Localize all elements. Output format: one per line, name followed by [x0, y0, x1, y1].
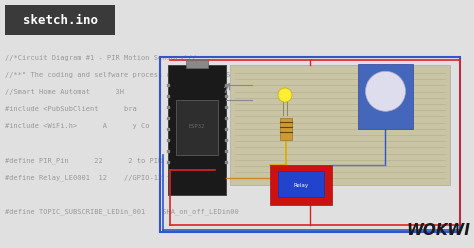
Bar [186, 60, 208, 68]
Text: #define TOPIC_SUBSCRIBE_LEDin_001   "SHA_on_off_LEDin00: #define TOPIC_SUBSCRIBE_LEDin_001 "SHA_o… [5, 208, 239, 215]
Text: WOKWI: WOKWI [406, 223, 470, 238]
Bar [5, 5, 115, 35]
Bar [230, 65, 450, 185]
Text: #define PIR_Pin      22      2 to PIR: #define PIR_Pin 22 2 to PIR [5, 157, 162, 164]
Bar [280, 118, 292, 140]
Text: //*Circuit Diagram #1 - PIR Motion Sensors*//: //*Circuit Diagram #1 - PIR Motion Senso… [5, 55, 196, 61]
Text: //**" The coding and selfware process of PIR      n Sensors in smart h: //**" The coding and selfware process of… [5, 72, 302, 78]
Bar [358, 64, 413, 129]
Circle shape [278, 88, 292, 102]
Text: ESP32: ESP32 [189, 124, 205, 129]
Text: Relay: Relay [293, 183, 309, 187]
Text: #include <PubSubClient      bra: #include <PubSubClient bra [5, 106, 137, 112]
Bar [278, 171, 324, 197]
Text: sketch.ino: sketch.ino [22, 13, 98, 27]
Bar [160, 57, 460, 232]
Bar [168, 65, 226, 195]
Circle shape [365, 71, 405, 111]
Text: //Smart Home Automat      3H: //Smart Home Automat 3H [5, 89, 124, 95]
Text: #define Relay_LE0001  12    //GPIO-12 to 1st-LEDin: #define Relay_LE0001 12 //GPIO-12 to 1st… [5, 174, 218, 181]
Text: #include <WiFi.h>      A      y Co: #include <WiFi.h> A y Co [5, 123, 149, 129]
Bar [176, 100, 218, 155]
Bar [270, 165, 332, 205]
